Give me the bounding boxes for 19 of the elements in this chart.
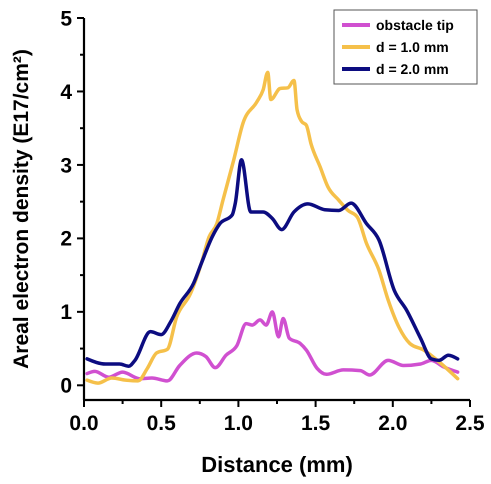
- y-tick-label: 3: [60, 154, 72, 178]
- line-series: [85, 310, 460, 383]
- x-tick-label: 1.0: [224, 412, 253, 435]
- legend-label: d = 1.0 mm: [376, 38, 449, 55]
- x-tick-label: 2.0: [378, 412, 408, 435]
- y-tick-label: 2: [60, 228, 72, 251]
- x-tick-label: 1.5: [301, 412, 331, 435]
- y-axis-title: Areal electron density (E17/cm²): [10, 49, 33, 369]
- y-tick-label: 0: [60, 374, 72, 398]
- x-tick-label: 0.0: [69, 412, 99, 435]
- line-series: [85, 158, 460, 368]
- y-tick-label: 4: [60, 80, 72, 104]
- legend-label: obstacle tip: [376, 16, 454, 33]
- x-tick-label: 0.5: [146, 412, 176, 435]
- legend-label: d = 2.0 mm: [376, 60, 449, 77]
- x-tick-label: 2.5: [455, 412, 485, 435]
- y-tick-label: 1: [60, 301, 72, 324]
- y-tick-label: 5: [60, 7, 72, 30]
- x-axis-title: Distance (mm): [201, 452, 353, 477]
